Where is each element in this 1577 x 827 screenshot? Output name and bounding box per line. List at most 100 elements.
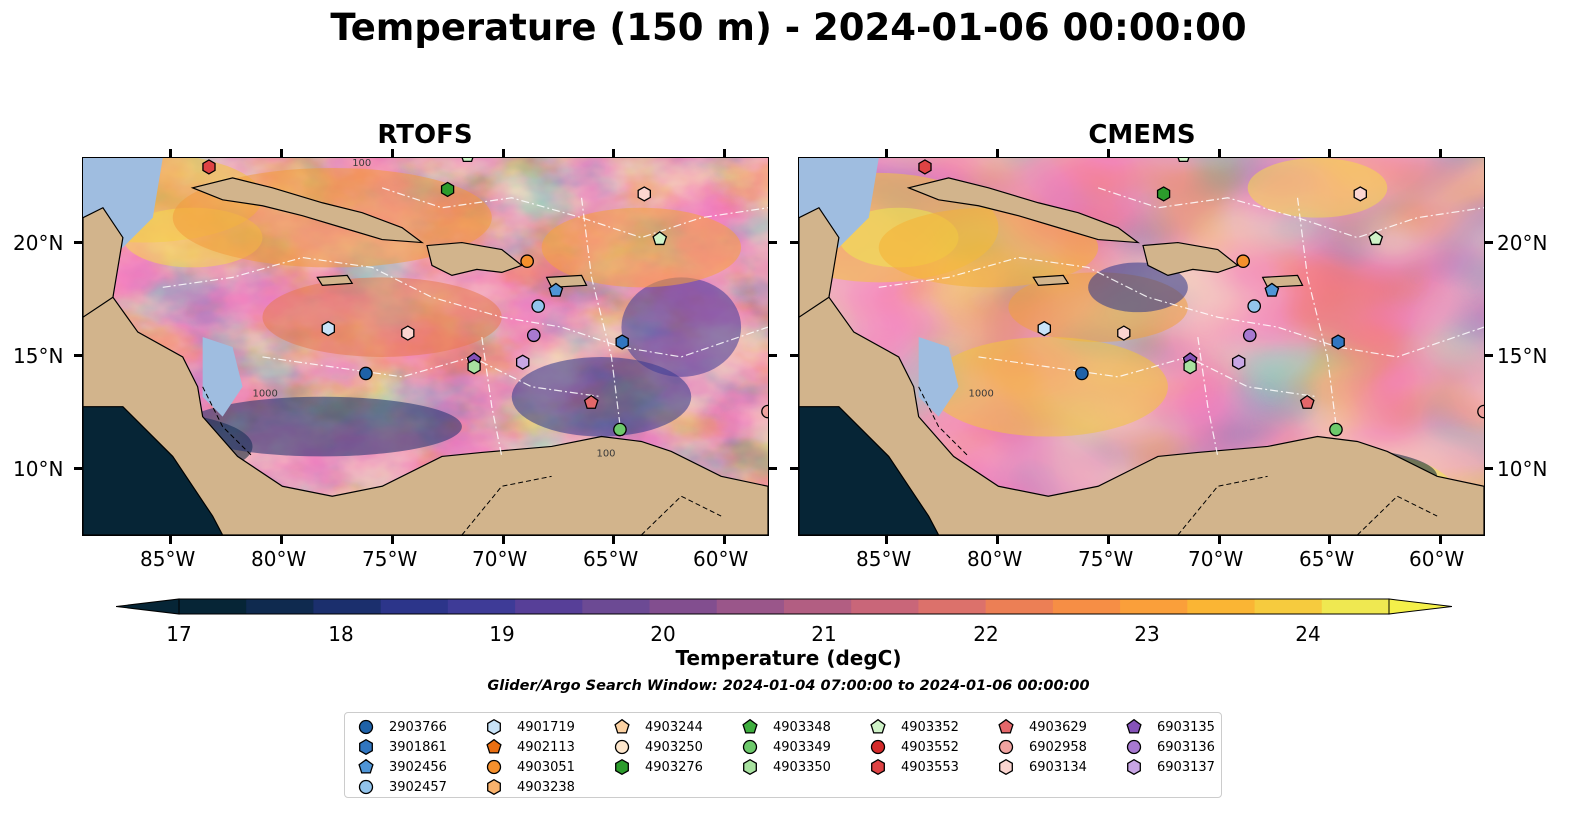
colorbar-tick-label: 20 [650, 622, 676, 646]
contour-label: 100 [352, 158, 371, 169]
contour-label: 1000 [969, 389, 994, 400]
temperature-anomaly-patch [621, 277, 742, 377]
colorbar-tick-label: 17 [166, 622, 192, 646]
float-marker-4903276[interactable] [440, 181, 455, 198]
float-marker-4903352[interactable] [652, 231, 668, 246]
lon-tick-mark [390, 149, 394, 157]
legend-item-label: 4903552 [901, 739, 959, 755]
float-marker-4903051[interactable] [1236, 254, 1250, 269]
temperature-anomaly-patch [182, 396, 462, 457]
lat-tick-mark [790, 466, 798, 470]
float-marker-4903553[interactable] [202, 159, 216, 175]
float-marker-4903352[interactable] [1177, 158, 1190, 163]
float-marker-4903352[interactable] [1368, 231, 1384, 246]
legend-item-label: 4903276 [645, 759, 703, 775]
colorbar-segment [582, 599, 651, 614]
legend-item-label: 3901861 [389, 739, 447, 755]
pentagon-marker-icon [870, 718, 886, 734]
legend-item-4903350: 4903350 [741, 757, 831, 777]
map-panel-cmems[interactable]: 1000 [798, 157, 1485, 536]
country-border-line [641, 495, 722, 535]
float-marker-2903766[interactable] [1075, 366, 1089, 381]
float-marker-6903137[interactable] [1231, 354, 1246, 370]
temperature-anomaly-patch [541, 207, 742, 288]
lon-tick-mark [169, 149, 173, 157]
map-canvas: 100 1000 100 [83, 158, 768, 535]
colorbar-tick-label: 19 [489, 622, 515, 646]
float-marker-4903553[interactable] [918, 159, 932, 175]
float-marker-4901719[interactable] [321, 320, 336, 337]
lon-tick-mark [995, 536, 999, 544]
float-marker-6903137[interactable] [515, 354, 530, 370]
legend-item-3902456: 3902456 [357, 757, 447, 777]
lon-tick-mark [723, 536, 727, 544]
lat-tick-label: 10°N [1497, 457, 1548, 481]
hexagon-marker-icon [487, 718, 501, 736]
legend-item-4903244: 4903244 [613, 717, 703, 737]
float-marker-4903629[interactable] [1299, 394, 1315, 409]
float-marker-6902958[interactable] [1477, 404, 1484, 419]
colorbar-segment [1254, 599, 1323, 614]
colorbar-label: Temperature (degC) [675, 646, 902, 670]
lon-tick-label: 80°W [967, 547, 1023, 571]
float-marker-6903136[interactable] [526, 328, 541, 343]
hexagon-marker-icon [1127, 758, 1141, 776]
colorbar-tick-label: 23 [1134, 622, 1160, 646]
lon-tick-mark [279, 536, 283, 544]
legend-item-label: 6903136 [1157, 739, 1215, 755]
lon-tick-label: 85°W [856, 547, 912, 571]
colorbar-segment [649, 599, 718, 614]
float-marker-6903134[interactable] [1117, 325, 1131, 341]
lon-tick-mark [279, 149, 283, 157]
float-marker-3902457[interactable] [1247, 299, 1262, 313]
lon-tick-label: 75°W [1078, 547, 1134, 571]
float-marker-2903766[interactable] [359, 366, 373, 381]
float-marker-4903629[interactable] [583, 394, 599, 409]
circle-marker-icon [486, 759, 502, 775]
land-jamaica [1032, 274, 1070, 286]
legend-item-3902457: 3902457 [357, 777, 447, 797]
colorbar-min-extend [115, 598, 180, 615]
map-panel-rtofs[interactable]: 100 1000 100 [82, 157, 769, 536]
float-marker-4903349[interactable] [1329, 422, 1343, 437]
float-marker-6902958[interactable] [761, 404, 768, 419]
float-marker-4901719[interactable] [1037, 320, 1052, 337]
float-marker-4903350[interactable] [467, 358, 481, 375]
float-marker-6903134[interactable] [1353, 186, 1367, 202]
float-marker-4903350[interactable] [1183, 358, 1197, 375]
contour-label: 1000 [253, 389, 278, 400]
float-marker-4903352[interactable] [461, 158, 474, 163]
float-marker-6903134[interactable] [401, 325, 415, 341]
float-marker-3901861[interactable] [615, 334, 629, 350]
shallow-water [918, 337, 959, 417]
circle-marker-icon [358, 719, 374, 735]
colorbar-graphic [115, 598, 1453, 615]
float-marker-3902457[interactable] [531, 299, 546, 313]
lat-tick-label: 20°N [1497, 231, 1548, 255]
legend-item-label: 4903349 [773, 739, 831, 755]
lat-tick-label: 10°N [13, 457, 64, 481]
float-marker-4903276[interactable] [1156, 186, 1171, 202]
float-marker-3902456[interactable] [548, 282, 564, 297]
temperature-anomaly-patch [511, 356, 692, 437]
pentagon-marker-icon [486, 738, 502, 754]
circle-marker-icon [742, 739, 758, 755]
colorbar-segment [985, 599, 1054, 614]
legend-item-label: 4903244 [645, 719, 703, 735]
colorbar-segment [1187, 599, 1256, 614]
panel-title-rtofs: RTOFS [377, 120, 473, 150]
float-marker-4903349[interactable] [613, 422, 627, 437]
lon-tick-label: 70°W [1188, 547, 1244, 571]
float-marker-4903051[interactable] [520, 254, 534, 269]
float-marker-6903136[interactable] [1242, 328, 1257, 343]
hexagon-marker-icon [999, 758, 1013, 776]
eez-boundary-line [481, 336, 503, 457]
lon-tick-mark [1106, 149, 1110, 157]
legend-item-label: 3902457 [389, 779, 447, 795]
legend-item-label: 4903250 [645, 739, 703, 755]
float-marker-6903134[interactable] [637, 186, 651, 202]
legend-item-label: 4902113 [517, 739, 575, 755]
legend-item-label: 6903135 [1157, 719, 1215, 735]
float-marker-3902456[interactable] [1264, 282, 1280, 297]
float-marker-3901861[interactable] [1331, 334, 1345, 350]
